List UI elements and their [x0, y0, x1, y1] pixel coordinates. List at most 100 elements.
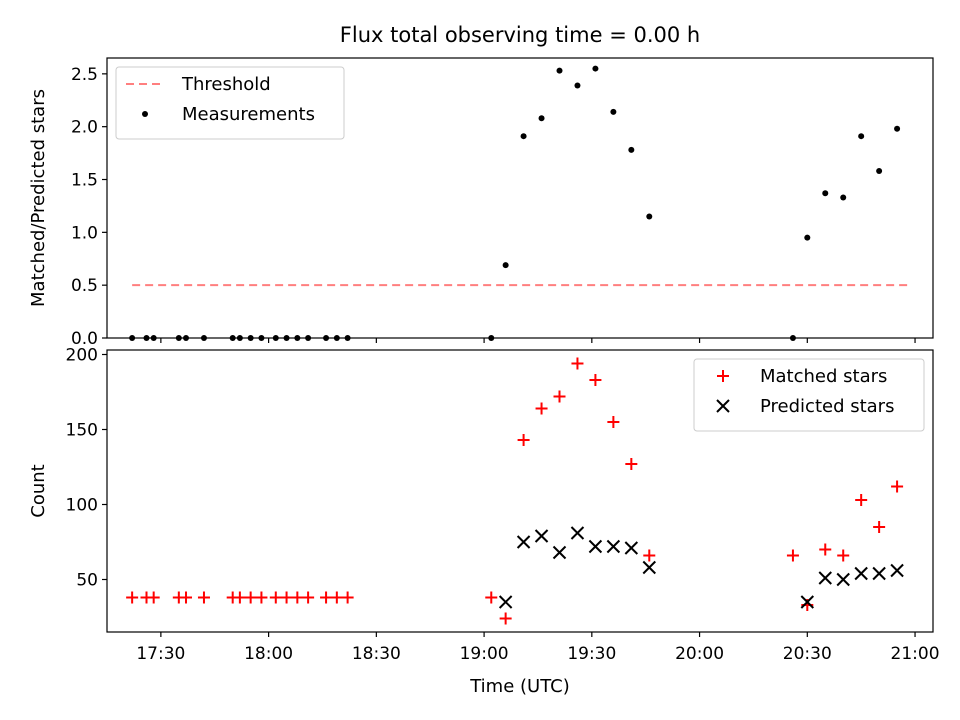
- data-point: [552, 545, 567, 560]
- legend-top: Threshold Measurements: [115, 66, 345, 140]
- data-point: [247, 335, 254, 341]
- legend-bottom: Matched stars Predicted stars: [693, 358, 925, 432]
- legend-label: Threshold: [181, 74, 271, 95]
- data-point: [535, 402, 548, 415]
- y-tick-label: 200: [66, 346, 98, 366]
- x-tick-label: 18:00: [244, 644, 293, 664]
- data-point: [244, 591, 257, 604]
- x-tick-label: 19:30: [567, 644, 616, 664]
- data-point: [283, 335, 290, 341]
- data-point: [643, 549, 656, 562]
- data-point: [786, 549, 799, 562]
- data-point: [330, 591, 343, 604]
- data-point: [819, 543, 832, 556]
- data-point: [485, 591, 498, 604]
- data-point: [538, 115, 545, 122]
- x-tick-label: 21:00: [891, 644, 940, 664]
- data-point: [800, 595, 815, 609]
- data-point: [200, 335, 207, 341]
- data-point: [517, 434, 530, 446]
- data-point: [126, 591, 139, 604]
- data-point: [498, 595, 513, 609]
- data-point: [836, 572, 850, 587]
- y-tick-label: 50: [76, 571, 98, 591]
- data-point: [570, 526, 585, 540]
- data-point: [344, 335, 351, 341]
- data-point: [873, 521, 886, 533]
- data-point: [175, 335, 182, 341]
- data-point: [592, 65, 599, 72]
- data-point: [818, 571, 832, 585]
- data-point: [607, 416, 620, 428]
- data-point: [291, 591, 304, 604]
- x-tick-label: 20:00: [675, 644, 724, 664]
- x-axis-label: Time (UTC): [469, 676, 570, 697]
- data-point: [323, 335, 330, 341]
- data-point: [840, 194, 847, 201]
- legend-box: [693, 358, 925, 432]
- data-point: [872, 566, 886, 581]
- data-point: [516, 535, 531, 549]
- data-point: [280, 591, 293, 604]
- data-point: [197, 591, 210, 604]
- data-point: [180, 591, 193, 604]
- data-point: [789, 335, 796, 341]
- data-point: [520, 133, 527, 140]
- data-point: [804, 234, 811, 241]
- data-point: [233, 591, 246, 604]
- data-point: [294, 335, 301, 341]
- legend-box: [115, 66, 345, 140]
- data-point: [143, 335, 150, 341]
- data-point: [147, 591, 160, 604]
- data-point: [229, 335, 236, 341]
- data-point: [876, 168, 883, 175]
- data-point: [588, 539, 603, 554]
- data-point: [837, 549, 850, 562]
- series-measurements: [129, 65, 901, 341]
- data-point: [499, 612, 512, 625]
- series-matched-stars: [126, 357, 904, 625]
- legend-label: Predicted stars: [760, 396, 894, 417]
- data-point: [488, 335, 495, 341]
- data-point: [258, 335, 265, 341]
- data-point: [502, 262, 509, 269]
- data-point: [571, 357, 584, 370]
- figure-title: Flux total observing time = 0.00 h: [340, 23, 700, 47]
- data-point: [272, 335, 279, 341]
- y-tick-label: 2.0: [71, 118, 98, 138]
- y-tick-label: 0.5: [71, 276, 98, 296]
- x-tick-label: 17:30: [136, 644, 185, 664]
- y-tick-label: 100: [66, 496, 98, 516]
- data-point: [150, 335, 157, 341]
- y-tick-label: 2.5: [71, 65, 98, 85]
- x-tick-label: 19:00: [460, 644, 509, 664]
- y-axis-label-bottom: Count: [28, 464, 49, 517]
- data-point: [574, 82, 581, 89]
- legend-label: Measurements: [182, 104, 315, 125]
- data-point: [305, 335, 312, 341]
- data-point: [556, 67, 563, 74]
- legend-label: Matched stars: [760, 366, 887, 387]
- y-tick-label: 1.0: [71, 223, 98, 243]
- data-point: [625, 458, 638, 470]
- panel-top-frame: [106, 57, 934, 339]
- data-point: [890, 563, 904, 578]
- data-point: [255, 591, 268, 604]
- data-point: [610, 108, 617, 115]
- data-point: [534, 529, 549, 543]
- legend-swatch: [716, 399, 730, 413]
- y-tick-label: 150: [66, 421, 98, 441]
- data-point: [628, 146, 635, 153]
- y-tick-label: 0.0: [71, 329, 98, 349]
- data-point: [642, 560, 656, 575]
- data-point: [129, 335, 136, 341]
- series-predicted-stars: [498, 526, 904, 609]
- data-point: [553, 390, 566, 403]
- data-point: [822, 190, 829, 197]
- legend-swatch: [717, 370, 729, 382]
- data-point: [891, 480, 904, 493]
- y-axis-label-top: Matched/Predicted stars: [28, 89, 49, 307]
- data-point: [589, 374, 602, 386]
- data-point: [855, 494, 868, 506]
